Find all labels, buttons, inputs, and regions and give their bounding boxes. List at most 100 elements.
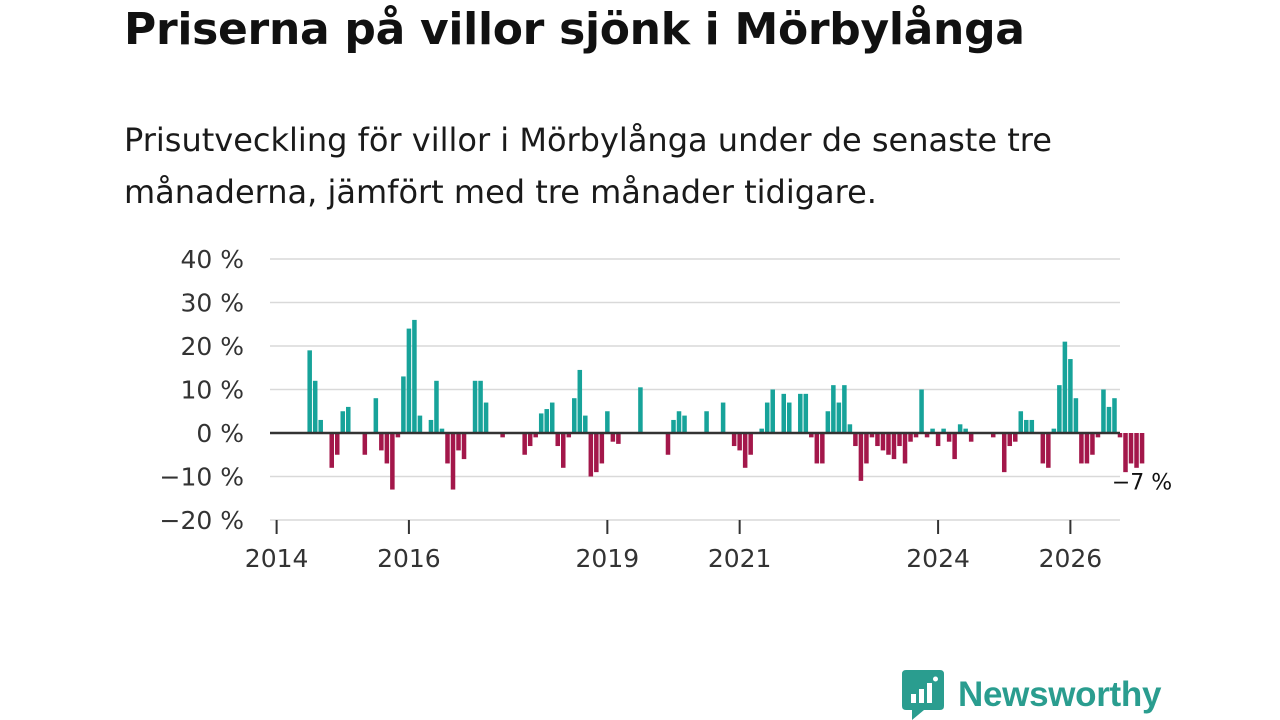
last-value-label: −7 % [1112, 470, 1172, 495]
bar [1117, 433, 1123, 438]
bar [831, 385, 836, 433]
bar [820, 433, 825, 464]
bar [456, 433, 461, 451]
bar [913, 433, 919, 438]
bar [434, 380, 439, 433]
newsworthy-logo: Newsworthy [902, 670, 1161, 720]
bar [798, 393, 803, 433]
bar [373, 398, 379, 433]
bar [401, 376, 406, 433]
bar [527, 433, 533, 447]
y-tick-label: 10 % [180, 376, 244, 405]
bar [439, 428, 445, 433]
bar [1013, 433, 1018, 442]
bar [731, 433, 737, 447]
bar [1106, 406, 1112, 433]
bar [742, 433, 748, 468]
bar [390, 433, 395, 490]
bar [836, 402, 842, 433]
bar [450, 433, 456, 490]
bar [1101, 389, 1106, 433]
bar [583, 415, 588, 433]
bar [1128, 433, 1134, 464]
bar [544, 409, 549, 433]
bar [886, 433, 891, 455]
brand-name: Newsworthy [958, 675, 1162, 714]
bar [764, 402, 770, 433]
bar [384, 433, 390, 464]
x-tick-label: 2024 [906, 544, 970, 573]
bar [417, 415, 423, 433]
bar [346, 406, 351, 433]
bar [787, 402, 792, 433]
bar [577, 369, 583, 433]
bar [809, 433, 814, 438]
bar [957, 424, 963, 433]
bar [814, 433, 820, 464]
bar [329, 433, 334, 468]
bar [1062, 341, 1068, 433]
y-tick-label: 20 % [180, 332, 244, 361]
bar [968, 433, 974, 442]
bar [561, 433, 566, 468]
bar [379, 433, 384, 451]
bar [461, 433, 467, 460]
bar [1024, 419, 1029, 433]
bar [946, 433, 952, 442]
bar [1007, 433, 1013, 447]
bar [1046, 433, 1051, 468]
bar [1079, 433, 1084, 464]
y-tick-label: 40 % [180, 245, 244, 274]
y-tick-label: −20 % [160, 506, 244, 535]
x-tick-label: 2014 [245, 544, 309, 573]
bar [1001, 433, 1007, 473]
bar [599, 433, 605, 464]
bar [566, 433, 572, 438]
bar [748, 433, 753, 455]
x-tick-label: 2016 [377, 544, 441, 573]
bar [770, 389, 775, 433]
bar [500, 433, 505, 438]
bar [1029, 419, 1035, 433]
bar [759, 428, 764, 433]
chart-subtitle: Prisutveckling för villor i Mörbylånga u… [124, 121, 1052, 211]
bar [616, 433, 621, 444]
bar [445, 433, 450, 464]
bar [1112, 398, 1117, 433]
bar [858, 433, 864, 481]
bar [1095, 433, 1101, 438]
bar [930, 428, 935, 433]
bar [318, 419, 323, 433]
bar [1073, 398, 1079, 433]
price-change-chart: 40 % 30 % 20 % 10 % 0 % −10 % −20 %2014 2016 201… [159, 245, 1173, 573]
bar [720, 402, 726, 433]
bar [781, 393, 787, 433]
bar [891, 433, 897, 460]
bar [671, 419, 676, 433]
bar [676, 411, 682, 433]
x-tick-label: 2019 [576, 544, 640, 573]
bar [412, 319, 417, 433]
bar [825, 411, 831, 433]
bar [395, 433, 401, 438]
y-tick-label: 0 % [196, 419, 244, 448]
bar [1084, 433, 1090, 464]
bar [340, 411, 346, 433]
bar [605, 411, 610, 433]
bar [312, 380, 318, 433]
bar [638, 387, 643, 433]
bar [472, 380, 478, 433]
bar [682, 415, 687, 433]
bar [1068, 359, 1073, 433]
bar [935, 433, 941, 447]
bar [1090, 433, 1095, 455]
bar [963, 428, 968, 433]
bar [406, 328, 412, 433]
bar [853, 433, 858, 447]
bar [875, 433, 880, 447]
bar [842, 385, 847, 433]
x-tick-label: 2026 [1039, 544, 1103, 573]
bar [847, 424, 853, 433]
bar [572, 398, 577, 433]
bar [908, 433, 913, 442]
